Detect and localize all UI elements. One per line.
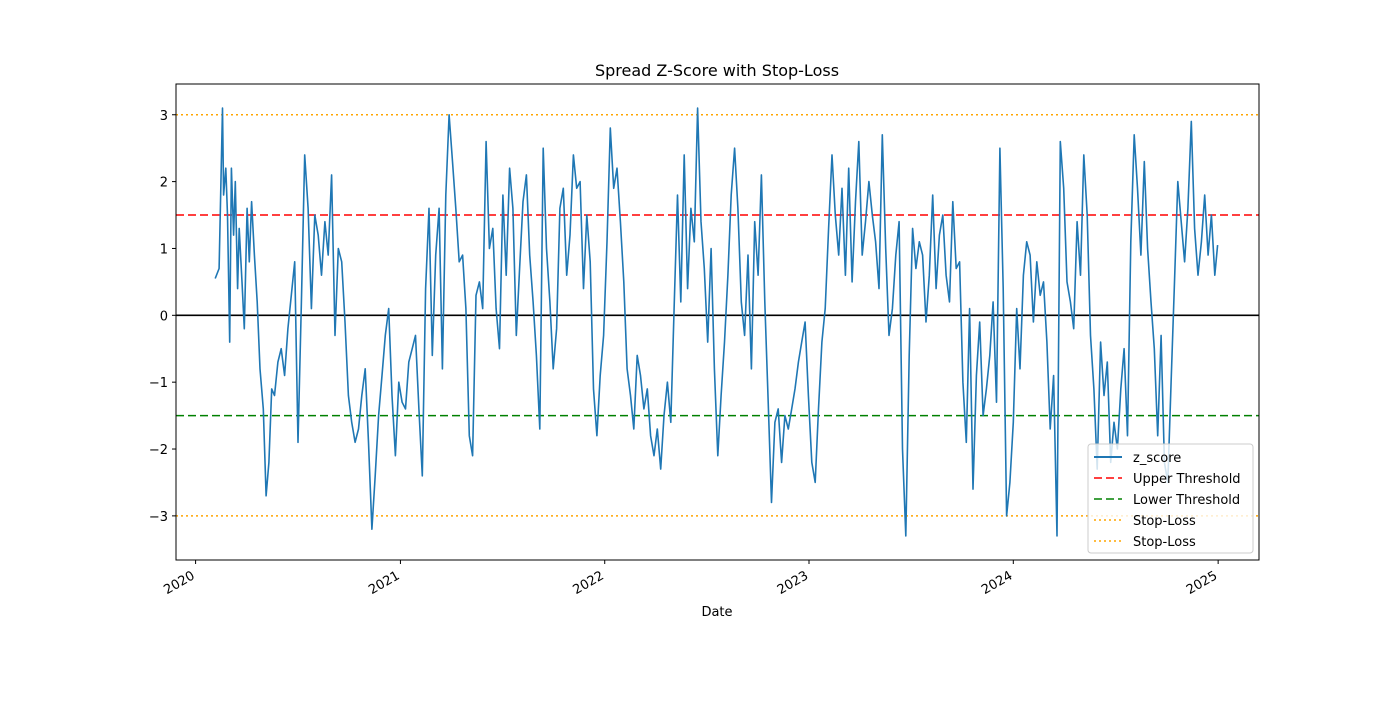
series-line-z_score xyxy=(214,107,1219,537)
legend: z_score Upper Threshold Lower Threshold Sto… xyxy=(1087,443,1254,554)
y-tick-label-2: 1 xyxy=(160,242,168,257)
series-layer xyxy=(214,107,1219,537)
x-tick-label-0: 2020 xyxy=(161,568,197,598)
legend-label-1: Upper Threshold xyxy=(1133,472,1241,487)
x-tick-label-2: 2022 xyxy=(571,568,607,598)
reference-lines xyxy=(176,114,1259,517)
x-axis-title: Date xyxy=(701,605,732,620)
plot-frame xyxy=(175,83,1260,561)
legend-box xyxy=(1087,443,1254,554)
x-tick-label-5: 2025 xyxy=(1184,568,1220,598)
legend-label-4: Stop-Loss xyxy=(1133,535,1196,550)
y-tick-label-5: −2 xyxy=(149,443,168,458)
chart-title: Spread Z-Score with Stop-Loss xyxy=(595,61,839,80)
legend-label-3: Stop-Loss xyxy=(1133,514,1196,529)
legend-label-2: Lower Threshold xyxy=(1133,493,1240,508)
y-tick-label-1: 2 xyxy=(160,176,168,191)
x-axis: 2020 2021 2022 2023 2024 2025 xyxy=(161,560,1220,598)
x-tick-label-3: 2023 xyxy=(775,568,811,598)
y-tick-label-4: −1 xyxy=(149,376,168,391)
x-tick-label-1: 2021 xyxy=(366,568,402,598)
y-axis: 3 2 1 0 −1 −2 −3 xyxy=(149,109,176,525)
legend-label-0: z_score xyxy=(1133,451,1181,466)
y-tick-label-3: 0 xyxy=(160,309,168,324)
x-tick-label-4: 2024 xyxy=(979,568,1015,598)
y-tick-label-0: 3 xyxy=(160,109,168,124)
y-tick-label-6: −3 xyxy=(149,510,168,525)
